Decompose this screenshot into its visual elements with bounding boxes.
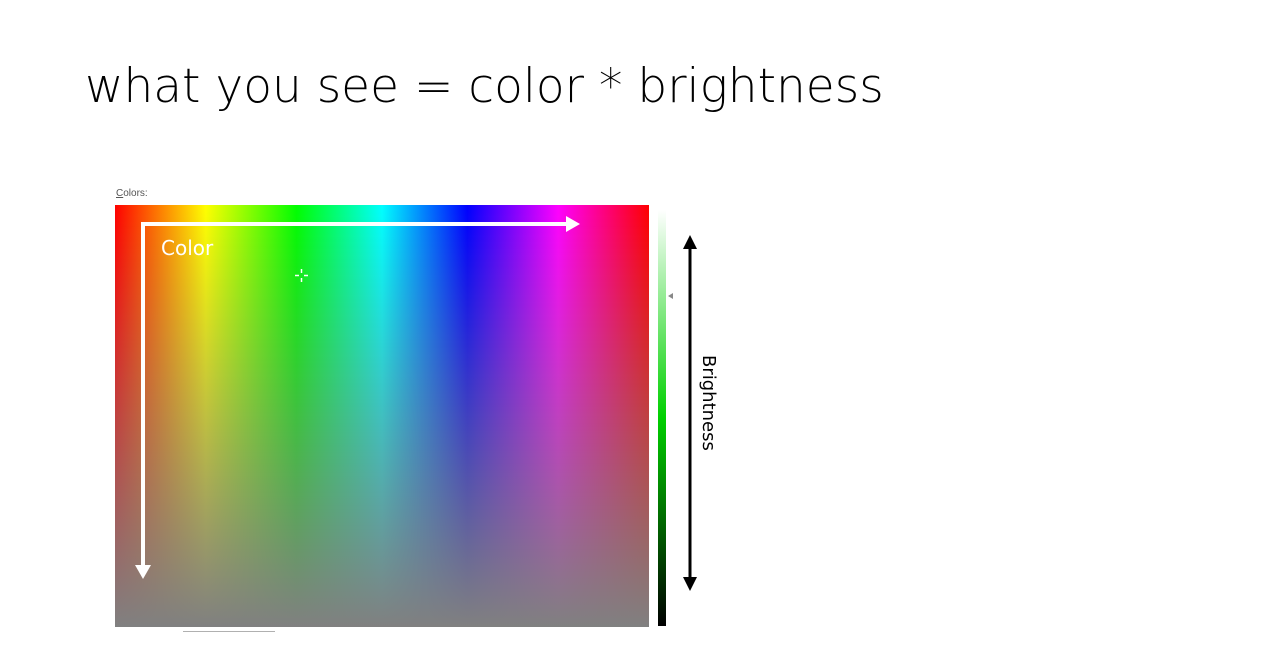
colors-label-text: olors:: [123, 188, 148, 199]
colors-label-accelerator: C: [116, 188, 124, 199]
color-spectrum[interactable]: [115, 205, 649, 627]
luminance-slider[interactable]: [658, 210, 666, 626]
arrowhead-down-icon: [135, 565, 151, 579]
crosshair-icon: [295, 269, 308, 282]
arrowhead-up-icon: [683, 235, 697, 249]
arrowhead-right-icon: [566, 216, 580, 232]
slide-title: what you see = color * brightness: [85, 59, 884, 114]
brightness-axis-label: Brightness: [698, 355, 719, 451]
color-axis-label: Color: [161, 236, 214, 260]
triangle-left-icon[interactable]: [668, 293, 673, 299]
arrowhead-down-icon: [683, 577, 697, 591]
spectrum-divider: [183, 631, 275, 632]
colors-label: Colors:: [116, 188, 148, 199]
